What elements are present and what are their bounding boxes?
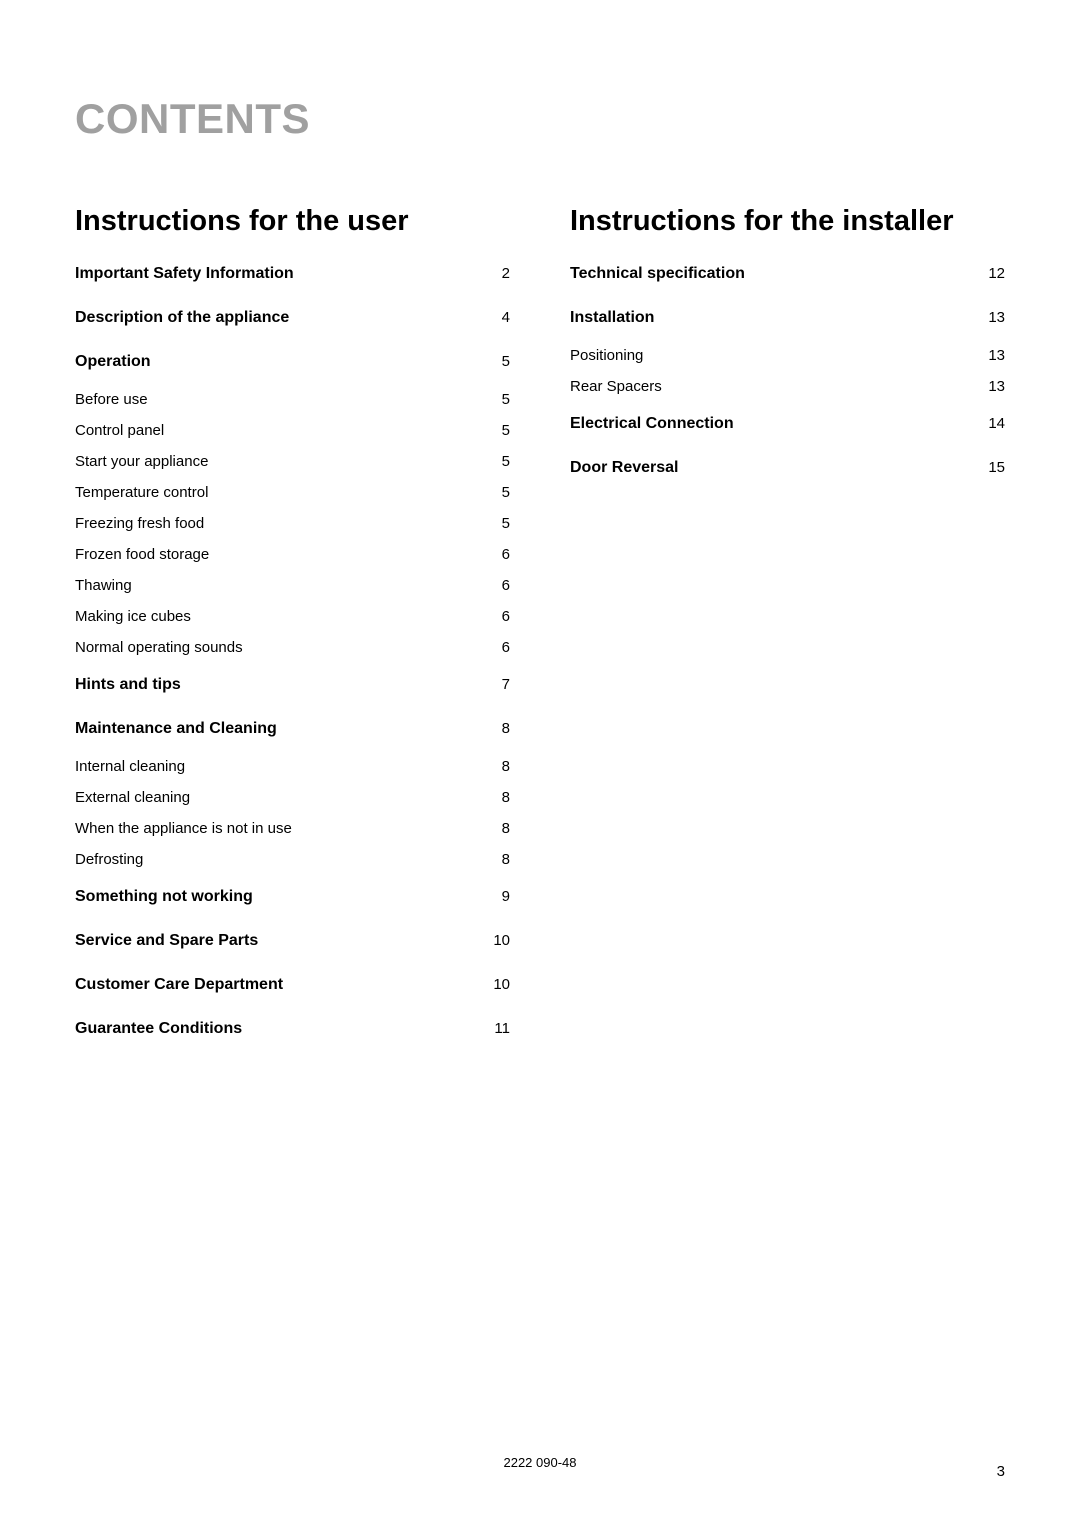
toc-entry-page: 6 bbox=[480, 608, 510, 625]
toc-entry: Defrosting 8 bbox=[75, 851, 510, 868]
toc-entry: Electrical Connection 14 bbox=[570, 415, 1005, 433]
toc-entry: Control panel 5 bbox=[75, 422, 510, 439]
toc-entry: Description of the appliance 4 bbox=[75, 309, 510, 327]
toc-entry-label: Hints and tips bbox=[75, 676, 181, 694]
toc-entry-label: External cleaning bbox=[75, 789, 190, 806]
toc-entry-label: Something not working bbox=[75, 888, 253, 906]
left-column: Instructions for the user Important Safe… bbox=[75, 203, 510, 1058]
toc-entry-label: Rear Spacers bbox=[570, 378, 662, 395]
toc-entry-page: 6 bbox=[480, 639, 510, 656]
toc-entry: Freezing fresh food 5 bbox=[75, 515, 510, 532]
toc-entry-page: 8 bbox=[480, 789, 510, 806]
toc-entry-page: 8 bbox=[480, 820, 510, 837]
toc-entry: Maintenance and Cleaning 8 bbox=[75, 720, 510, 738]
page-title: CONTENTS bbox=[75, 95, 1005, 143]
toc-entry-page: 5 bbox=[480, 515, 510, 532]
toc-entry: Customer Care Department 10 bbox=[75, 976, 510, 994]
toc-entry-label: Installation bbox=[570, 309, 654, 327]
toc-entry-label: Technical specification bbox=[570, 265, 745, 283]
right-section-heading: Instructions for the installer bbox=[570, 203, 1005, 239]
toc-entry-page: 8 bbox=[480, 851, 510, 868]
toc-entry: Service and Spare Parts 10 bbox=[75, 932, 510, 950]
toc-entry: Normal operating sounds 6 bbox=[75, 639, 510, 656]
toc-entry-label: Maintenance and Cleaning bbox=[75, 720, 277, 738]
toc-entry-page: 5 bbox=[480, 391, 510, 408]
toc-entry: Making ice cubes 6 bbox=[75, 608, 510, 625]
toc-entry-page: 5 bbox=[480, 484, 510, 501]
toc-entry: Door Reversal 15 bbox=[570, 459, 1005, 477]
toc-entry: When the appliance is not in use 8 bbox=[75, 820, 510, 837]
right-toc-list: Technical specification12Installation13P… bbox=[570, 265, 1005, 497]
toc-entry-label: Temperature control bbox=[75, 484, 208, 501]
toc-entry-label: Frozen food storage bbox=[75, 546, 209, 563]
toc-entry-page: 5 bbox=[480, 353, 510, 370]
toc-entry-page: 8 bbox=[480, 758, 510, 775]
toc-entry-page: 10 bbox=[480, 932, 510, 949]
toc-entry-label: Service and Spare Parts bbox=[75, 932, 258, 950]
toc-entry-label: Internal cleaning bbox=[75, 758, 185, 775]
toc-entry: Something not working 9 bbox=[75, 888, 510, 906]
toc-entry-label: Customer Care Department bbox=[75, 976, 283, 994]
toc-entry: Thawing 6 bbox=[75, 577, 510, 594]
toc-entry-label: Electrical Connection bbox=[570, 415, 734, 433]
footer-page-number: 3 bbox=[997, 1463, 1005, 1480]
toc-entry-page: 5 bbox=[480, 453, 510, 470]
toc-entry: External cleaning 8 bbox=[75, 789, 510, 806]
toc-entry: Important Safety Information 2 bbox=[75, 265, 510, 283]
toc-entry-label: Description of the appliance bbox=[75, 309, 289, 327]
toc-entry-label: Operation bbox=[75, 353, 151, 371]
toc-entry: Positioning 13 bbox=[570, 347, 1005, 364]
toc-entry-page: 15 bbox=[975, 459, 1005, 476]
toc-entry-page: 13 bbox=[975, 347, 1005, 364]
toc-entry-page: 11 bbox=[480, 1020, 510, 1037]
toc-entry-label: Important Safety Information bbox=[75, 265, 294, 283]
toc-entry-label: When the appliance is not in use bbox=[75, 820, 292, 837]
toc-entry: Technical specification 12 bbox=[570, 265, 1005, 283]
toc-entry-page: 14 bbox=[975, 415, 1005, 432]
toc-entry-label: Normal operating sounds bbox=[75, 639, 243, 656]
left-section-heading: Instructions for the user bbox=[75, 203, 510, 239]
toc-entry-page: 12 bbox=[975, 265, 1005, 282]
toc-entry-label: Making ice cubes bbox=[75, 608, 191, 625]
toc-entry: Installation 13 bbox=[570, 309, 1005, 327]
footer-document-code: 2222 090-48 bbox=[0, 1455, 1080, 1470]
toc-entry-page: 8 bbox=[480, 720, 510, 737]
toc-entry: Frozen food storage 6 bbox=[75, 546, 510, 563]
left-toc-list: Important Safety Information 2 Description… bbox=[75, 265, 510, 1058]
toc-entry-page: 5 bbox=[480, 422, 510, 439]
toc-entry-label: Thawing bbox=[75, 577, 132, 594]
toc-entry: Internal cleaning 8 bbox=[75, 758, 510, 775]
toc-entry-label: Defrosting bbox=[75, 851, 143, 868]
toc-entry-page: 7 bbox=[480, 676, 510, 693]
toc-entry: Temperature control 5 bbox=[75, 484, 510, 501]
toc-entry-page: 6 bbox=[480, 546, 510, 563]
toc-entry-page: 2 bbox=[480, 265, 510, 282]
right-column: Instructions for the installer Technical… bbox=[570, 203, 1005, 1058]
toc-entry-label: Freezing fresh food bbox=[75, 515, 204, 532]
toc-entry-page: 13 bbox=[975, 309, 1005, 326]
toc-entry-label: Positioning bbox=[570, 347, 643, 364]
toc-entry-label: Door Reversal bbox=[570, 459, 679, 477]
toc-entry: Before use 5 bbox=[75, 391, 510, 408]
toc-entry-page: 9 bbox=[480, 888, 510, 905]
toc-entry-page: 10 bbox=[480, 976, 510, 993]
toc-entry: Hints and tips 7 bbox=[75, 676, 510, 694]
toc-entry-page: 4 bbox=[480, 309, 510, 326]
toc-entry-page: 13 bbox=[975, 378, 1005, 395]
toc-entry: Rear Spacers 13 bbox=[570, 378, 1005, 395]
toc-entry: Start your appliance 5 bbox=[75, 453, 510, 470]
toc-entry-label: Before use bbox=[75, 391, 148, 408]
columns-container: Instructions for the user Important Safe… bbox=[75, 203, 1005, 1058]
toc-entry-page: 6 bbox=[480, 577, 510, 594]
toc-entry: Operation 5 bbox=[75, 353, 510, 371]
toc-entry-label: Control panel bbox=[75, 422, 164, 439]
toc-entry-label: Guarantee Conditions bbox=[75, 1020, 242, 1038]
toc-entry-label: Start your appliance bbox=[75, 453, 208, 470]
toc-entry: Guarantee Conditions 11 bbox=[75, 1020, 510, 1038]
